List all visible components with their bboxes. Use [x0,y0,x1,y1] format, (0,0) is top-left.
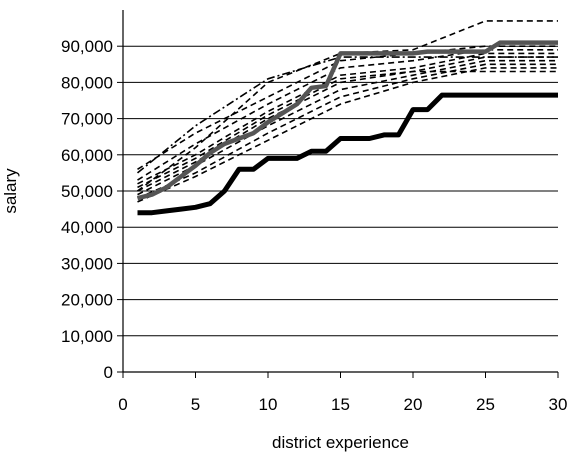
series-line-7 [137,56,558,192]
series-line-2 [136,40,558,201]
x-tick-label: 5 [191,395,200,414]
series-lines [136,20,558,216]
series-line-6 [137,52,558,185]
x-tick-label: 20 [404,395,423,414]
y-tick-labels: 0 10,000 20,000 30,000 40,000 50,000 60,000 70,… [61,37,123,382]
series-line-10 [137,67,558,203]
y-tick-label: 70,000 [61,110,113,129]
series-line-11 [137,70,558,189]
x-tick-label: 25 [476,395,495,414]
x-tick-label: 0 [118,395,127,414]
x-tick-label: 30 [549,395,568,414]
series-line-4 [137,45,558,170]
x-axis-title: district experience [272,433,409,452]
x-tick-label: 15 [331,395,350,414]
series-line-3 [137,20,558,192]
y-tick-label: 0 [104,363,113,382]
series-line-5 [137,48,558,181]
series-line-9 [137,63,558,199]
y-tick-label: 50,000 [61,182,113,201]
x-tick-labels: 0 5 10 15 20 25 30 [118,372,567,414]
y-axis-title: salary [1,168,20,214]
gridlines [123,45,558,337]
y-tick-label: 90,000 [61,37,113,56]
x-tick-label: 10 [259,395,278,414]
y-tick-label: 40,000 [61,218,113,237]
y-tick-label: 10,000 [61,327,113,346]
y-tick-label: 20,000 [61,291,113,310]
y-tick-label: 80,000 [61,73,113,92]
y-tick-label: 60,000 [61,146,113,165]
series-line-8 [137,59,558,196]
series-line-1 [137,92,558,216]
y-tick-label: 30,000 [61,254,113,273]
